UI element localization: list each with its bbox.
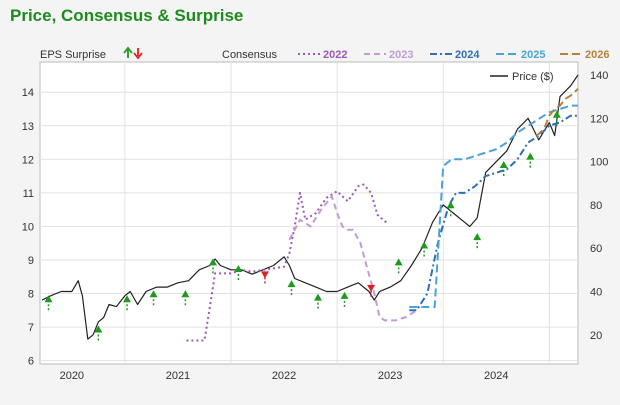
arrow-up-icon [526,152,535,160]
left-tick-label: 8 [28,289,34,301]
surprise-beat-marker [394,258,403,276]
arrow-up-icon [473,233,482,241]
surprise-beat-marker [499,161,508,179]
legend-surprise-label: EPS Surprise [40,49,106,61]
consensus-2026-line [535,88,579,137]
arrow-up-icon [394,258,403,266]
right-tick-label: 20 [590,330,602,342]
right-tick-label: 120 [590,113,608,125]
right-tick-label: 100 [590,157,608,169]
legend-price-label: Price ($) [512,71,554,83]
left-tick-label: 12 [22,154,34,166]
arrow-up-icon [552,110,561,118]
surprise-markers [44,110,561,343]
surprise-beat-marker [314,293,323,311]
left-tick-label: 9 [28,255,34,267]
surprise-beat-marker [208,258,217,276]
right-tick-label: 40 [590,286,602,298]
surprise-beat-marker [446,201,455,219]
left-tick-label: 6 [28,356,34,368]
surprise-beat-marker [552,110,561,128]
arrow-up-icon [420,241,429,249]
price-line [41,74,579,340]
right-tick-label: 60 [590,243,602,255]
axes: 2020 2021 2022 2023 2024 6 7 8 9 10 11 12 13 14 20 40 60… [22,70,609,382]
series-lines [41,74,579,342]
right-tick-label: 140 [590,70,608,82]
left-tick-label: 11 [23,188,34,200]
x-tick-label: 2023 [378,370,402,382]
surprise-beat-marker [340,291,349,309]
legend-consensus-label: Consensus [222,49,278,61]
arrow-up-icon [446,201,455,209]
x-tick-label: 2020 [60,370,84,382]
arrow-up-icon [149,290,158,298]
arrow-up-icon [499,161,508,169]
arrow-up-icon [123,46,133,58]
arrow-up-icon [234,265,243,273]
surprise-beat-marker [44,295,53,313]
legend-item-2025: 2025 [521,49,545,61]
surprise-beat-marker [526,152,535,170]
arrow-up-icon [287,280,296,288]
arrow-down-icon [367,284,376,292]
arrow-up-icon [181,290,190,298]
legend-item-2022: 2022 [323,49,347,61]
arrow-up-icon [44,295,53,303]
surprise-miss-marker [260,271,269,286]
x-tick-label: 2024 [484,370,508,382]
surprise-beat-marker [123,295,132,313]
left-tick-label: 7 [28,322,34,334]
consensus-2023-line [288,195,418,322]
arrow-up-icon [123,295,132,303]
left-tick-label: 14 [22,87,34,99]
legend-item-2023: 2023 [389,49,413,61]
right-tick-label: 80 [590,200,602,212]
arrow-down-icon [260,271,269,279]
left-tick-label: 10 [22,221,34,233]
arrow-up-icon [94,325,103,333]
surprise-beat-marker [181,290,190,308]
legend: EPS Surprise Consensus 2022 2023 2024 2025 202… [40,46,609,83]
legend-item-2026: 2026 [585,49,609,61]
x-tick-label: 2021 [166,370,190,382]
chart-title: Price, Consensus & Surprise [10,6,244,25]
surprise-beat-marker [473,233,482,251]
x-tick-label: 2022 [272,370,296,382]
surprise-beat-marker [149,290,158,308]
surprise-miss-marker [367,284,376,299]
arrow-up-icon [208,258,217,266]
plot-area [39,61,579,365]
surprise-beat-marker [234,265,243,283]
surprise-beat-marker [94,325,103,343]
legend-item-2024: 2024 [455,49,480,61]
left-tick-label: 13 [22,121,34,133]
consensus-2024-line [409,114,578,312]
arrow-up-icon [340,291,349,299]
surprise-beat-marker [420,241,429,259]
arrow-down-icon [133,48,143,60]
surprise-beat-marker [287,280,296,298]
arrow-up-icon [314,293,323,301]
